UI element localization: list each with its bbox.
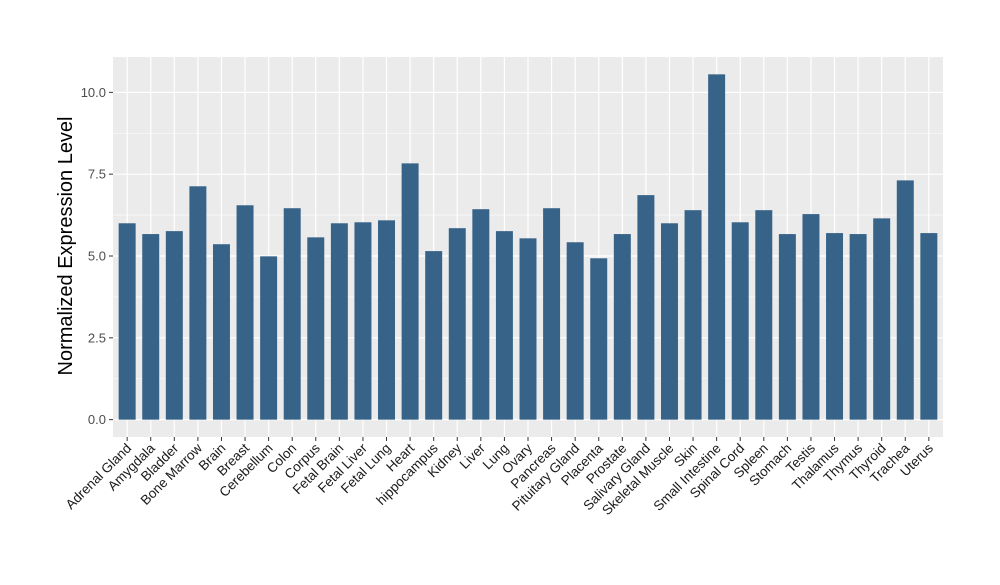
- y-tick-label: 5.0: [88, 249, 106, 264]
- bar-liver: [472, 209, 490, 420]
- bar-testis: [802, 214, 820, 420]
- bar-skeletal-muscle: [660, 223, 678, 420]
- bar-bladder: [165, 231, 183, 420]
- bars: [118, 74, 938, 420]
- bar-prostate: [613, 234, 631, 420]
- bar-heart: [401, 163, 419, 420]
- bar-fetal-liver: [354, 222, 372, 420]
- bar-amygdala: [142, 234, 160, 420]
- y-axis: 0.0 2.5 5.0 7.5 10.0: [81, 85, 113, 427]
- bar-spleen: [755, 210, 773, 420]
- bar-brain: [212, 244, 230, 420]
- bar-bone-marrow: [189, 186, 207, 420]
- bar-pancreas: [543, 208, 561, 420]
- bar-stomach: [778, 234, 796, 420]
- bar-kidney: [448, 228, 466, 420]
- bar-small-intestine: [708, 74, 726, 420]
- bar-ovary: [519, 238, 537, 420]
- y-tick-label: 0.0: [88, 412, 106, 427]
- bar-hippocampus: [425, 251, 443, 420]
- y-tick-label: 2.5: [88, 330, 106, 345]
- bar-adrenal-gland: [118, 223, 136, 420]
- bar-uterus: [920, 233, 938, 420]
- y-tick-label: 7.5: [88, 167, 106, 182]
- bar-placenta: [590, 258, 608, 420]
- bar-thymus: [849, 234, 867, 420]
- y-axis-title: Normalized Expression Level: [55, 116, 77, 375]
- bar-corpus: [307, 237, 325, 420]
- y-tick-label: 10.0: [81, 85, 106, 100]
- bar-fetal-lung: [378, 220, 396, 420]
- bar-cerebellum: [260, 256, 278, 420]
- bar-pituitary-gland: [566, 242, 584, 420]
- bar-trachea: [896, 180, 914, 420]
- bar-thyroid: [873, 218, 891, 420]
- bar-lung: [495, 231, 513, 420]
- bar-breast: [236, 205, 254, 420]
- x-tick-label: Liver: [457, 440, 489, 472]
- bar-colon: [283, 208, 301, 420]
- bar-skin: [684, 210, 702, 420]
- bar-spinal-cord: [731, 222, 749, 420]
- bar-salivary-gland: [637, 195, 655, 420]
- bar-fetal-brain: [330, 223, 348, 420]
- bar-thalamus: [826, 233, 844, 420]
